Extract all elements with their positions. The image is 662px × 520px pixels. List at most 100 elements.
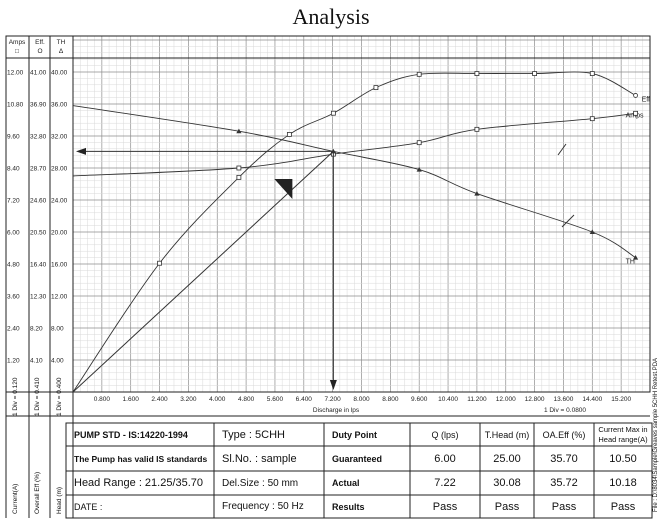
series-line-eff: [72, 71, 636, 393]
amps-point: [474, 126, 480, 132]
x-tick-label: 1.600: [123, 396, 140, 403]
y-tick-label: 8.40: [7, 166, 20, 173]
actual-current: 10.18: [609, 477, 637, 489]
axis-name-1: Overall Eff (%): [34, 471, 41, 514]
th-point: [589, 229, 595, 234]
result-head: Pass: [494, 500, 520, 513]
duty-arrow-left: [76, 147, 86, 155]
series-label-eff: Eff: [642, 96, 650, 103]
eff-point: [157, 260, 162, 266]
y-tick-label: 36.00: [51, 102, 68, 109]
y-tick-label: 24.60: [30, 198, 47, 205]
axis-name-0: Current(A): [12, 483, 19, 514]
x-tick-label: 4.800: [238, 396, 255, 403]
amps-tolerance-mark: [557, 143, 567, 156]
x-tick-label: 8.800: [382, 396, 399, 403]
series-label-th: TH: [626, 259, 635, 266]
frequency-cell: Frequency : 50 Hz: [222, 501, 304, 512]
div-note-0: 1 Div = 0.120: [12, 377, 19, 416]
y-tick-label: 32.00: [51, 134, 68, 141]
eff-point: [236, 174, 242, 180]
actual-eff: 35.72: [550, 477, 578, 489]
axis-symbol: O: [37, 48, 42, 55]
x-tick-label: 6.400: [296, 396, 313, 403]
guaranteed-point-marker: [274, 179, 293, 199]
y-tick-label: 1.20: [7, 358, 20, 365]
x-tick-label: 3.200: [180, 396, 197, 403]
x-axis-label: Discharge in lps: [313, 407, 360, 414]
y-tick-label: 12.00: [51, 294, 68, 301]
x-tick-label: 7.200: [325, 396, 342, 403]
axis-header-amps: Amps: [9, 39, 26, 46]
y-tick-label: 10.80: [7, 102, 24, 109]
x-tick-label: 5.600: [267, 396, 284, 403]
y-tick-label: 8.00: [51, 326, 64, 333]
y-tick-label: 16.00: [51, 262, 68, 269]
y-tick-label: 41.00: [30, 70, 47, 77]
x-tick-label: 12.800: [525, 396, 545, 403]
y-tick-label: 28.70: [30, 166, 47, 173]
y-tick-label: 28.00: [51, 166, 68, 173]
eff-point: [373, 85, 379, 91]
x-tick-label: 9.600: [411, 396, 428, 403]
x-tick-label: 15.200: [611, 396, 631, 403]
amps-point: [589, 116, 595, 122]
y-tick-label: 24.00: [51, 198, 68, 205]
axis-name-2: Head (m): [56, 486, 63, 514]
result-eff: Pass: [551, 500, 577, 513]
guaranteed-eff: 35.70: [550, 452, 578, 465]
y-tick-label: 20.50: [30, 230, 47, 237]
th-point: [236, 128, 242, 134]
delsize-cell: Del.Size : 50 mm: [222, 477, 299, 489]
y-tick-label: 4.80: [7, 262, 20, 269]
amps-point: [236, 165, 242, 171]
result-current: Pass: [610, 500, 636, 513]
x-tick-label: 12.000: [496, 396, 516, 403]
x-tick-label: 8.000: [353, 396, 370, 403]
axis-header-eff: Eff.: [35, 39, 45, 46]
th-point: [632, 255, 639, 260]
y-tick-label: 32.80: [30, 134, 47, 141]
y-tick-label: 20.00: [51, 230, 68, 237]
type-cell: Type : 5CHH: [222, 428, 285, 441]
system-curve-line: [72, 150, 334, 393]
result-q: Pass: [432, 500, 458, 513]
duty-point-header: Duty Point: [332, 429, 377, 440]
th-tolerance-mark: [561, 214, 575, 228]
plot-frame: [5, 35, 651, 393]
x-tick-label: 4.000: [209, 396, 226, 403]
head-range-cell: Head Range : 21.25/35.70: [74, 477, 204, 489]
y-tick-label: 9.60: [7, 134, 20, 141]
guaranteed-q: 6.00: [434, 452, 456, 465]
y-tick-label: 36.90: [30, 102, 47, 109]
y-tick-label: 4.10: [30, 358, 43, 365]
th-point: [416, 167, 422, 172]
actual-q: 7.22: [434, 477, 456, 489]
duty-arrow-down: [329, 380, 337, 390]
eff-point: [286, 132, 292, 137]
y-tick-label: 6.00: [7, 230, 20, 237]
x-tick-label: 2.400: [151, 396, 168, 403]
eff-point: [474, 71, 480, 76]
y-tick-label: 4.00: [51, 358, 64, 365]
y-tick-label: 40.00: [51, 70, 68, 77]
guaranteed-head: 25.00: [493, 452, 521, 465]
axis-header-th: TH: [57, 39, 66, 46]
slno-cell: Sl.No. : sample: [222, 452, 297, 465]
axis-symbol: □: [15, 48, 19, 55]
oaeff-header: OA.Eff (%): [542, 429, 586, 440]
guaranteed-current: 10.50: [609, 452, 637, 465]
file-path-note: File : D:\8034\Sample\Greaves sample 5CH…: [653, 357, 659, 512]
y-tick-label: 12.00: [7, 70, 24, 77]
axis-symbol: Δ: [59, 48, 64, 55]
y-tick-label: 3.60: [7, 294, 20, 301]
y-tick-label: 8.20: [30, 326, 43, 333]
series-line-th: [72, 105, 636, 258]
date-cell: DATE :: [74, 501, 103, 512]
eff-point: [330, 110, 336, 116]
div-note-1: 1 Div = 0.410: [34, 377, 41, 416]
page-title: Analysis: [292, 4, 370, 29]
actual-head: 30.08: [493, 477, 521, 489]
series-line-amps: [72, 112, 636, 177]
